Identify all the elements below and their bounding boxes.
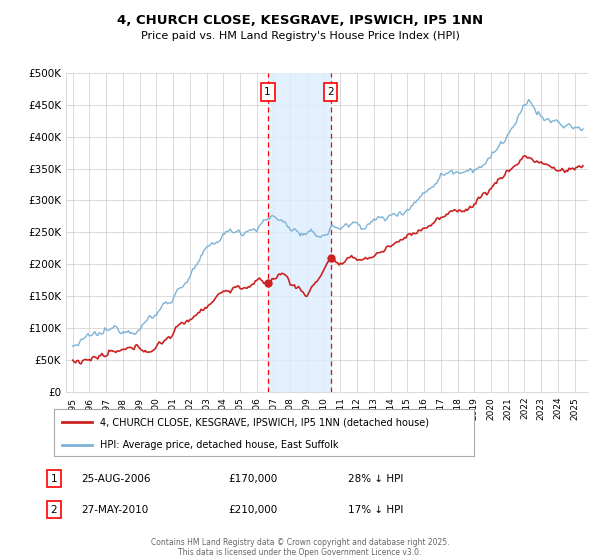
Text: 1: 1 [264,87,271,97]
Text: 25-AUG-2006: 25-AUG-2006 [81,474,151,484]
Bar [268,73,331,392]
Text: 27-MAY-2010: 27-MAY-2010 [81,505,148,515]
Text: 4, CHURCH CLOSE, KESGRAVE, IPSWICH, IP5 1NN: 4, CHURCH CLOSE, KESGRAVE, IPSWICH, IP5 … [117,14,483,27]
Text: 17% ↓ HPI: 17% ↓ HPI [348,505,403,515]
Text: £170,000: £170,000 [228,474,277,484]
Text: 28% ↓ HPI: 28% ↓ HPI [348,474,403,484]
Text: Price paid vs. HM Land Registry's House Price Index (HPI): Price paid vs. HM Land Registry's House … [140,31,460,41]
Text: £210,000: £210,000 [228,505,277,515]
Text: Contains HM Land Registry data © Crown copyright and database right 2025.
This d: Contains HM Land Registry data © Crown c… [151,538,449,557]
Text: 1: 1 [50,474,58,484]
Text: 2: 2 [327,87,334,97]
Text: 4, CHURCH CLOSE, KESGRAVE, IPSWICH, IP5 1NN (detached house): 4, CHURCH CLOSE, KESGRAVE, IPSWICH, IP5 … [100,417,429,427]
Text: 2: 2 [50,505,58,515]
Text: HPI: Average price, detached house, East Suffolk: HPI: Average price, detached house, East… [100,440,338,450]
